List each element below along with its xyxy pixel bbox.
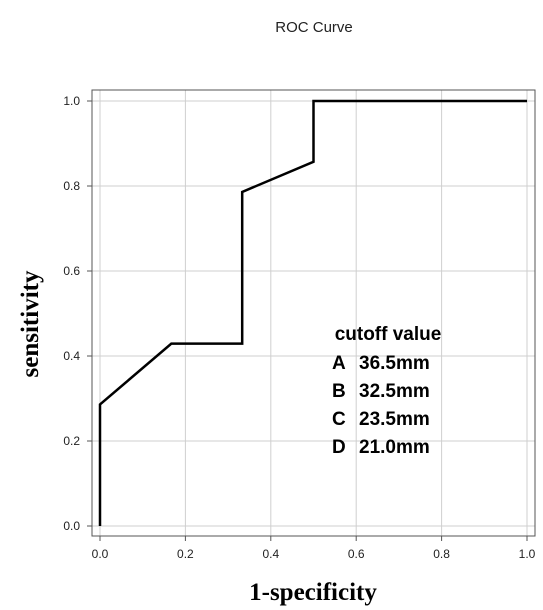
- cutoff-legend: cutoff value A 36.5mm B 32.5mm C 23.5mm D 21.0m…: [332, 324, 441, 458]
- cutoff-label: A: [332, 353, 346, 374]
- cutoff-value: 36.5mm: [359, 353, 430, 374]
- y-axis-ticks: 0.0 0.2 0.4 0.6 0.8 1.0: [63, 94, 92, 533]
- x-tick-label: 1.0: [519, 547, 536, 561]
- cutoff-label: B: [332, 381, 346, 402]
- chart-title: ROC Curve: [275, 19, 353, 36]
- cutoff-value: 23.5mm: [359, 409, 430, 430]
- x-tick-label: 0.4: [262, 547, 279, 561]
- cutoff-label: C: [332, 409, 346, 430]
- y-tick-label: 0.4: [63, 349, 80, 363]
- x-tick-label: 0.2: [177, 547, 194, 561]
- cutoff-value: 32.5mm: [359, 381, 430, 402]
- x-tick-label: 0.8: [433, 547, 450, 561]
- roc-curve-series: [100, 101, 527, 526]
- cutoff-label: D: [332, 437, 346, 458]
- x-axis-ticks: 0.0 0.2 0.4 0.6 0.8 1.0: [92, 536, 536, 561]
- y-tick-label: 1.0: [63, 94, 80, 108]
- y-tick-label: 0.6: [63, 264, 80, 278]
- x-tick-label: 0.0: [92, 547, 109, 561]
- y-tick-label: 0.0: [63, 519, 80, 533]
- y-axis-label: sensitivity: [17, 270, 44, 377]
- cutoff-value: 21.0mm: [359, 437, 430, 458]
- x-tick-label: 0.6: [348, 547, 365, 561]
- y-tick-label: 0.8: [63, 179, 80, 193]
- cutoff-legend-title: cutoff value: [335, 324, 442, 345]
- roc-curve-points: [100, 101, 527, 526]
- y-tick-label: 0.2: [63, 434, 80, 448]
- x-axis-label: 1-specificity: [249, 579, 377, 606]
- cutoff-legend-items: A 36.5mm B 32.5mm C 23.5mm D 21.0mm: [332, 353, 430, 458]
